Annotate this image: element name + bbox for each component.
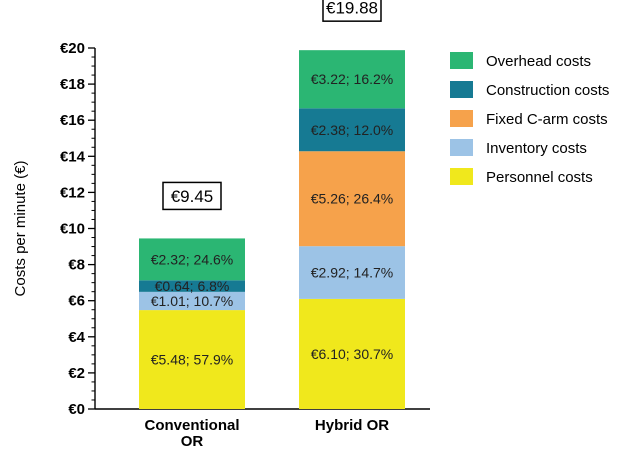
y-tick-label: €4 <box>68 329 85 346</box>
y-tick-label: €16 <box>60 112 85 129</box>
bar-segment-construction-costs <box>139 280 245 292</box>
bars: €5.48; 57.9% €1.01; 10.7%€0.64; 6.8% €2.32… <box>139 50 405 409</box>
bar-segment-inventory-costs <box>299 246 405 299</box>
total-label: €9.45 <box>171 187 214 206</box>
y-axis-label: Costs per minute (€) <box>12 161 29 297</box>
legend-swatch <box>450 139 473 156</box>
axes: €0 €2 €4 €6 €8 €10 €12 €14 €16 €18 €20 Costs per mi… <box>12 40 430 450</box>
y-tick-label: €12 <box>60 184 85 201</box>
legend-swatch <box>450 110 473 127</box>
bar-segment-construction-costs <box>299 108 405 152</box>
total-box <box>322 0 382 22</box>
total-box <box>162 181 222 211</box>
data-label: €2.92; 14.7% <box>311 265 394 281</box>
legend-swatch <box>450 168 473 185</box>
data-label: €5.26; 26.4% <box>311 191 394 207</box>
legend-swatch <box>450 81 473 98</box>
y-tick-label: €18 <box>60 76 85 93</box>
x-tick-label: Hybrid OR <box>315 417 389 434</box>
y-tick-label: €20 <box>60 40 85 57</box>
legend-label: Construction costs <box>486 82 609 99</box>
legend-swatch <box>450 52 473 69</box>
legend-label: Personnel costs <box>486 169 593 186</box>
bar-segment-inventory-costs <box>139 291 245 311</box>
data-label: €5.48; 57.9% <box>151 352 234 368</box>
totals: €9.45 €19.88 <box>162 0 382 211</box>
y-tick-label: €2 <box>68 365 85 382</box>
bar-segment-overhead-costs <box>299 50 405 109</box>
data-label: €2.32; 24.6% <box>151 251 234 267</box>
y-tick-label: €8 <box>68 257 85 274</box>
data-label: €1.01; 10.7% <box>151 293 234 309</box>
total-label: €19.88 <box>326 0 378 18</box>
data-label: €6.10; 30.7% <box>311 346 394 362</box>
bar-segment-fixed-c-arm-costs <box>299 151 405 247</box>
legend-label: Overhead costs <box>486 53 591 70</box>
x-tick-label: Conventional OR <box>144 417 239 450</box>
y-tick-label: €0 <box>68 401 85 418</box>
bar-segment-overhead-costs <box>139 238 245 281</box>
data-label: €2.38; 12.0% <box>311 122 394 138</box>
bar-segment-personnel-costs <box>299 298 405 409</box>
y-tick-label: €14 <box>60 148 86 165</box>
y-tick-label: €6 <box>68 293 85 310</box>
legend: Overhead costs Construction costs Fixed C-… <box>450 52 609 186</box>
y-tick-label: €10 <box>60 221 85 238</box>
data-label: €0.64; 6.8% <box>155 278 230 294</box>
data-label: €3.22; 16.2% <box>311 71 394 87</box>
legend-label: Fixed C-arm costs <box>486 111 608 128</box>
legend-label: Inventory costs <box>486 140 587 157</box>
bar-segment-personnel-costs <box>139 310 245 409</box>
